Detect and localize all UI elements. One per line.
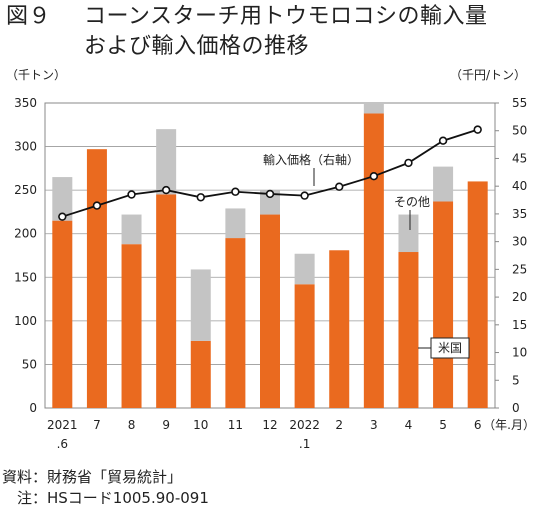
bar-us <box>260 214 280 408</box>
left-tick-label: 150 <box>14 270 37 284</box>
bar-us <box>294 284 315 408</box>
bar-other <box>52 177 73 221</box>
left-tick-label: 50 <box>22 357 37 371</box>
annotation-us: 米国 <box>438 341 462 355</box>
price-point <box>92 201 102 210</box>
x-tick-label: 9 <box>162 418 170 432</box>
price-point <box>127 190 136 199</box>
x-tick-label: 12 <box>262 418 277 432</box>
bar-us <box>329 250 350 408</box>
price-point <box>335 182 344 191</box>
x-tick-label: 7 <box>93 418 101 432</box>
source-note: 資料：財務省「貿易統計」 <box>2 468 183 486</box>
right-tick-label: 25 <box>512 262 527 276</box>
bar-us <box>52 220 73 408</box>
bar-us <box>433 201 454 408</box>
bar-other <box>225 208 246 239</box>
price-point <box>438 136 448 145</box>
x-tick-label: 5 <box>439 418 447 432</box>
price-point <box>404 158 413 168</box>
x-axis-unit: （年.月） <box>483 418 535 432</box>
right-tick-label: 55 <box>512 96 527 110</box>
price-point <box>300 191 309 200</box>
footnote: 注：HSコード1005.90-091 <box>2 489 209 507</box>
right-axis-unit: （千円/トン） <box>450 68 527 82</box>
left-tick-label: 300 <box>14 140 37 154</box>
left-tick-label: 350 <box>14 96 37 110</box>
price-point <box>196 193 205 202</box>
bar-us <box>190 340 211 408</box>
bar-us <box>225 238 246 408</box>
price-point <box>369 172 379 181</box>
right-tick-label: 45 <box>512 151 527 165</box>
bar-us <box>398 252 419 408</box>
left-tick-label: 100 <box>14 314 37 328</box>
bar-other <box>156 129 177 195</box>
right-tick-label: 15 <box>512 318 527 332</box>
left-tick-label: 200 <box>14 227 37 241</box>
x-tick-label: 8 <box>128 418 136 432</box>
bar-other <box>363 103 384 114</box>
right-tick-label: 0 <box>512 401 520 415</box>
bar-other <box>294 253 315 285</box>
figure-label: 図９ <box>6 4 52 29</box>
price-point <box>161 185 171 195</box>
title-line-1: コーンスターチ用トウモロコシの輸入量 <box>84 4 488 29</box>
bar-us <box>156 194 177 408</box>
annotation-other: その他 <box>394 195 430 209</box>
right-tick-label: 5 <box>512 373 520 387</box>
x-tick-label: 4 <box>405 418 413 432</box>
right-tick-label: 10 <box>512 346 527 360</box>
price-point <box>473 125 482 134</box>
right-tick-label: 35 <box>512 207 527 221</box>
bar-us <box>121 244 142 408</box>
right-tick-label: 40 <box>512 179 527 193</box>
chart-canvas: 0501001502002503003500510152025303540455… <box>14 96 535 451</box>
left-axis-unit: （千トン） <box>6 68 67 82</box>
bar-us <box>86 149 107 408</box>
bar-other <box>121 214 142 245</box>
price-point <box>231 187 240 196</box>
price-point <box>58 212 67 221</box>
x-tick-label: 10 <box>193 418 208 432</box>
bar-other <box>260 190 280 215</box>
bar-other <box>398 214 419 253</box>
annotation-price: 輸入価格（右軸） <box>263 152 359 167</box>
bar-other <box>190 269 211 341</box>
bar-us <box>467 181 488 408</box>
bar-us <box>363 113 384 408</box>
title-line-2: および輸入価格の推移 <box>84 34 310 59</box>
x-tick-label: .1 <box>299 437 310 451</box>
left-tick-label: 250 <box>14 183 37 197</box>
right-tick-label: 50 <box>512 124 527 138</box>
x-tick-label: 11 <box>228 418 243 432</box>
bar-other <box>433 166 454 202</box>
chart-title: 図９ コーンスターチ用トウモロコシの輸入量 および輸入価格の推移 <box>6 2 487 62</box>
x-tick-label: .6 <box>57 437 68 451</box>
x-tick-label: 2022 <box>289 418 320 432</box>
left-tick-label: 0 <box>29 401 37 415</box>
x-tick-label: 3 <box>370 418 378 432</box>
x-tick-label: 2021 <box>47 418 78 432</box>
right-tick-label: 30 <box>512 235 527 249</box>
right-tick-label: 20 <box>512 290 527 304</box>
x-tick-label: 6 <box>474 418 482 432</box>
x-tick-label: 2 <box>335 418 343 432</box>
price-point <box>265 189 275 199</box>
